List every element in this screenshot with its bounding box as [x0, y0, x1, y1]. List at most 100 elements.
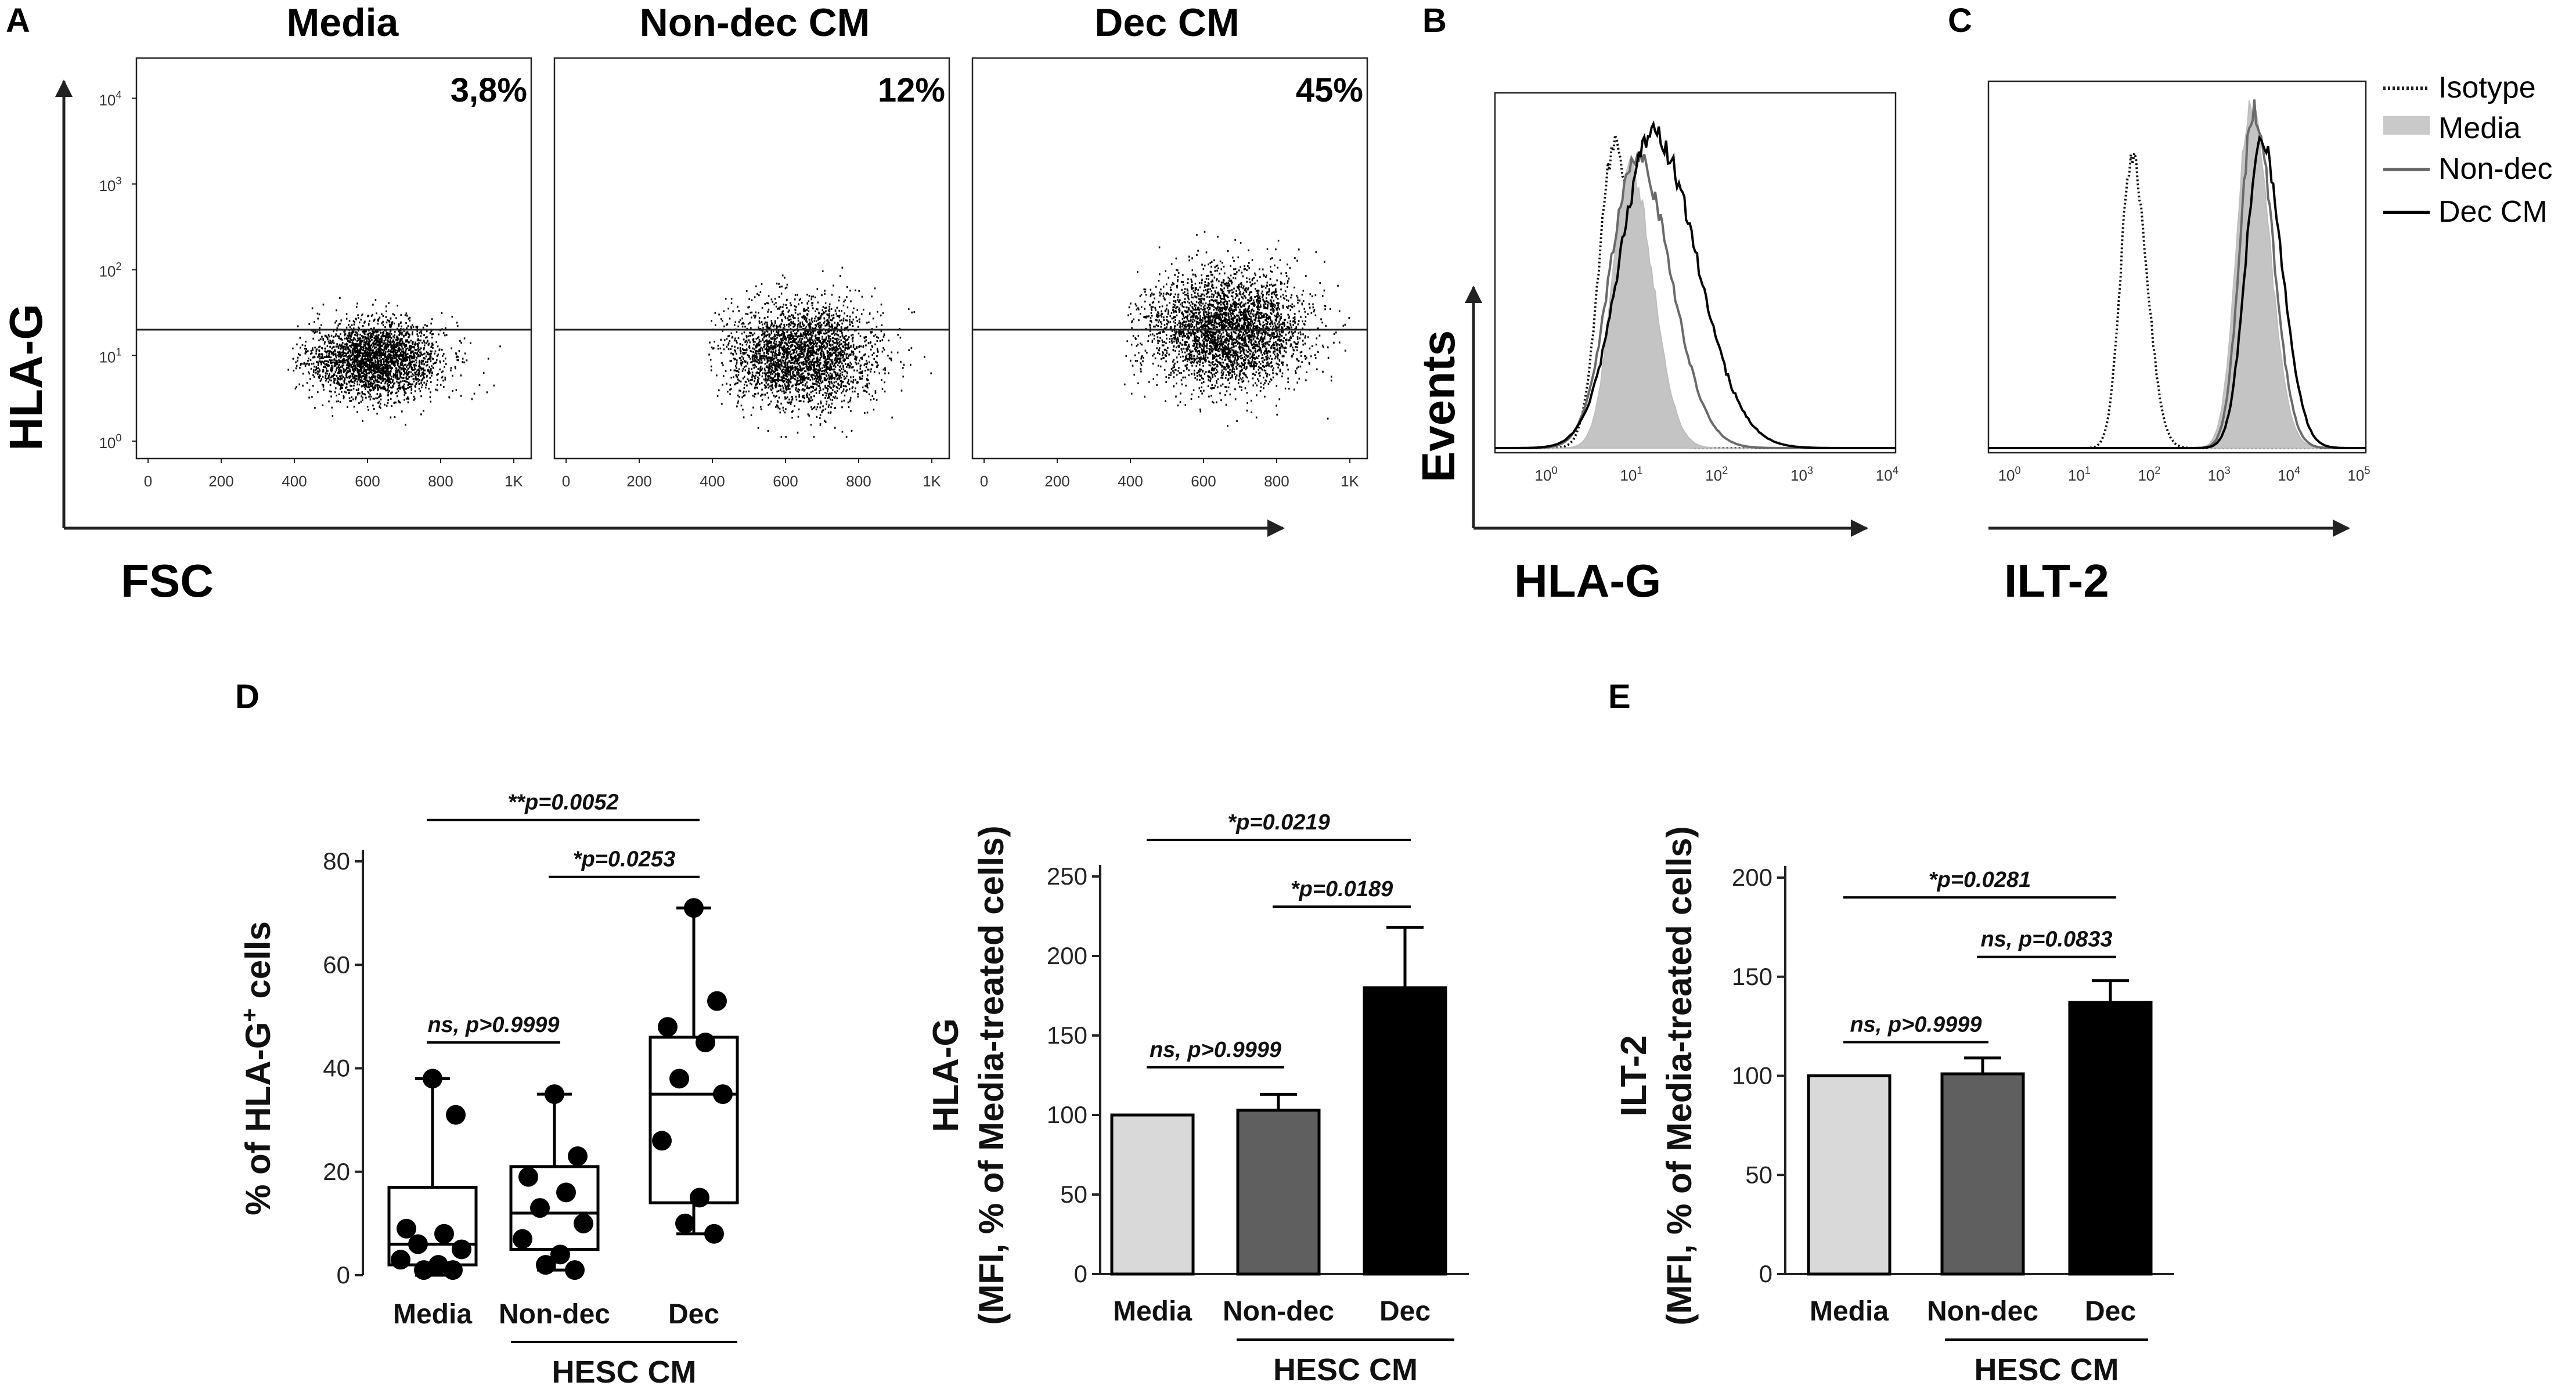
- y-tick-label: 150: [1047, 1022, 1087, 1049]
- bar: [1236, 1109, 1321, 1276]
- x-tick-label: 105: [2347, 464, 2370, 484]
- dotplot-x-ticks: 0 200 400 600 800 1K: [144, 459, 524, 490]
- dotplot-percent: 12%: [878, 71, 945, 109]
- x-tick-label: 800: [846, 472, 871, 490]
- y-tick-label: 40: [323, 1055, 350, 1082]
- significance-label: *p=0.0253: [573, 847, 675, 872]
- significance-label: ns, p>0.9999: [427, 1013, 559, 1037]
- histogram-curve-non-dec: [1988, 99, 2366, 449]
- significance-label: *p=0.0281: [1929, 868, 2031, 892]
- bar-chart-ilt-2-mfi: 0 50 100 150 200 ILT-2 (MFI, % of Media-treate…: [1614, 826, 2174, 1387]
- dotplot-point-cloud: [708, 266, 932, 438]
- y-tick-label: 100: [1732, 1062, 1772, 1089]
- x-tick-label: 600: [773, 472, 798, 490]
- y-axis-label-line2: (MFI, % of Media-treated cells): [972, 825, 1011, 1325]
- histogram-curve-dec-cm: [1495, 120, 1896, 449]
- dotplot-points: [287, 297, 501, 426]
- histogram-curves: [1988, 99, 2366, 449]
- dotplot-title: Non-dec CM: [640, 1, 870, 45]
- bar: [1110, 1113, 1195, 1276]
- data-point: [408, 1234, 428, 1254]
- bar-chart-hla-g-mfi: 0 50 100 150 200 250 HLA-G (MFI, % of Media-tre…: [926, 810, 1469, 1387]
- histogram-x-ticks: 100 101 102 103 104 105: [1998, 464, 2370, 484]
- y-tick-label: 150: [1732, 963, 1772, 990]
- data-point: [690, 1188, 709, 1208]
- dotplot-title: Media: [287, 1, 399, 45]
- y-tick-label: 102: [99, 261, 121, 280]
- y-axis-label-line2: (MFI, % of Media-treated cells): [1660, 826, 1699, 1325]
- y-tick-label: 100: [1047, 1101, 1087, 1128]
- y-tick-label: 200: [1047, 942, 1087, 969]
- data-point: [574, 1213, 593, 1233]
- box-body: [648, 1035, 739, 1204]
- dotplot-media: Media 3,8% 0 200 400 600 800 1K 1001011021031…: [99, 1, 532, 490]
- data-point: [565, 1260, 585, 1280]
- data-point: [443, 1260, 463, 1280]
- data-point: [536, 1255, 556, 1275]
- data-point: [518, 1167, 538, 1187]
- significance-label: *p=0.0219: [1227, 810, 1330, 835]
- category-label: Non-dec: [499, 1299, 610, 1330]
- y-tick-label: 20: [323, 1158, 350, 1185]
- x-tick-label: 800: [428, 472, 453, 490]
- histogram-curve-media: [1495, 158, 1896, 449]
- y-tick-label: 100: [99, 432, 121, 452]
- bar: [1940, 1072, 2025, 1276]
- significance-label: **p=0.0052: [507, 791, 618, 815]
- y-tick-label: 104: [99, 89, 121, 109]
- category-label: Dec: [668, 1299, 719, 1330]
- data-point: [446, 1105, 466, 1125]
- data-point: [713, 1084, 733, 1105]
- data-point: [452, 1239, 471, 1260]
- significance-label: ns, p=0.0833: [1980, 928, 2112, 952]
- histogram-curves: [1495, 120, 1896, 449]
- histogram-curve-non-dec: [1495, 151, 1896, 449]
- dotplot-x-ticks: 0 200 400 600 800 1K: [980, 459, 1360, 490]
- x-tick-label: 100: [1998, 464, 2021, 484]
- x-tick-label: 102: [1705, 464, 1728, 484]
- histogram-frame: [1987, 80, 2367, 454]
- y-tick-label: 0: [337, 1261, 350, 1289]
- y-axis-label-line1: HLA-G: [926, 1018, 966, 1132]
- x-tick-label: 200: [208, 472, 233, 490]
- data-point: [397, 1218, 416, 1239]
- x-tick-label: 100: [1535, 464, 1558, 484]
- bar: [1363, 986, 1447, 1276]
- data-point: [556, 1182, 576, 1203]
- dotplot-percent: 45%: [1296, 71, 1363, 109]
- dotplot-percent: 3,8%: [451, 71, 527, 109]
- legend-label-non-dec: Non-dec: [2438, 152, 2553, 186]
- panel-letter-d: D: [235, 678, 260, 716]
- y-tick-label: 50: [1745, 1161, 1772, 1188]
- legend-label-dec-cm: Dec CM: [2438, 195, 2548, 229]
- y-tick-label: 101: [99, 347, 121, 366]
- boxplot-hla-g-positive: 0 20 40 60 80 % of HLA-G+ cells Media Non-dec De…: [237, 791, 739, 1390]
- significance-label: ns, p>0.9999: [1850, 1012, 1981, 1037]
- x-tick-label: 104: [1876, 464, 1898, 484]
- data-point: [391, 1250, 410, 1270]
- dotplot-point-cloud: [1124, 230, 1350, 427]
- panel-b-ylabel: Events: [1413, 330, 1464, 482]
- x-tick-label: 600: [355, 472, 380, 490]
- x-tick-label: 200: [1044, 472, 1069, 490]
- x-tick-label: 1K: [505, 472, 523, 490]
- dotplot-points: [1124, 230, 1350, 427]
- histogram-ilt-2: 100 101 102 103 104 105: [1987, 80, 2370, 484]
- y-tick-label: 103: [99, 175, 121, 194]
- x-tick-label: 200: [626, 472, 651, 490]
- x-tick-label: 0: [144, 472, 152, 490]
- y-tick-label: 80: [323, 847, 350, 875]
- data-point: [414, 1260, 434, 1280]
- category-label: Media: [393, 1299, 472, 1330]
- x-tick-label: 104: [2278, 464, 2300, 484]
- x-tick-label: 1K: [923, 472, 941, 490]
- x-tick-label: 800: [1264, 472, 1289, 490]
- data-point: [675, 1213, 695, 1233]
- data-point: [696, 1032, 715, 1052]
- dotplot-x-ticks: 0 200 400 600 800 1K: [562, 459, 942, 490]
- category-label: Non-dec: [1223, 1296, 1334, 1327]
- data-point: [434, 1224, 454, 1244]
- category-label: Media: [1113, 1296, 1192, 1327]
- y-tick-label: 60: [323, 951, 350, 978]
